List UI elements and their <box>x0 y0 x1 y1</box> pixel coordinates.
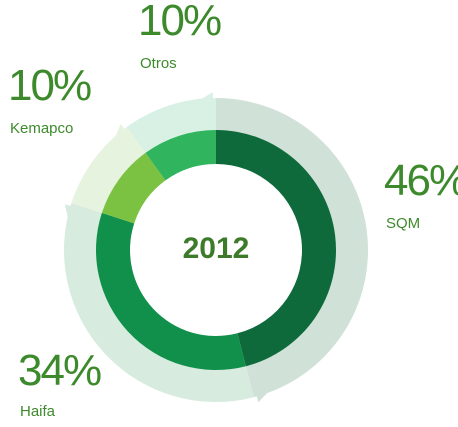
chart-title: 2012 <box>183 232 250 265</box>
ring-pointer <box>256 389 271 403</box>
ring-pointer <box>198 92 214 102</box>
donut: 46% SQM 34% Haifa 10% Kemapco 10% Otros <box>8 0 458 420</box>
outer-ring-segment <box>63 203 254 402</box>
category-label: Otros <box>140 55 177 72</box>
value-label: 10% <box>138 0 221 45</box>
donut-segment <box>101 152 166 224</box>
donut-segment <box>216 130 337 367</box>
donut-segment <box>145 130 216 181</box>
category-label: Haifa <box>20 403 56 420</box>
category-label: SQM <box>386 215 420 232</box>
category-label: Kemapco <box>10 120 73 137</box>
outer-ring-segment <box>126 98 216 155</box>
value-label: 34% <box>18 346 101 395</box>
outer-ring-segment <box>216 98 369 398</box>
value-label: 10% <box>8 61 91 110</box>
donut-segment <box>95 212 246 371</box>
outer-ring-segment <box>71 127 147 214</box>
ring-pointer <box>64 204 73 222</box>
ring-pointer <box>113 124 126 141</box>
value-label: 46% <box>384 156 458 205</box>
